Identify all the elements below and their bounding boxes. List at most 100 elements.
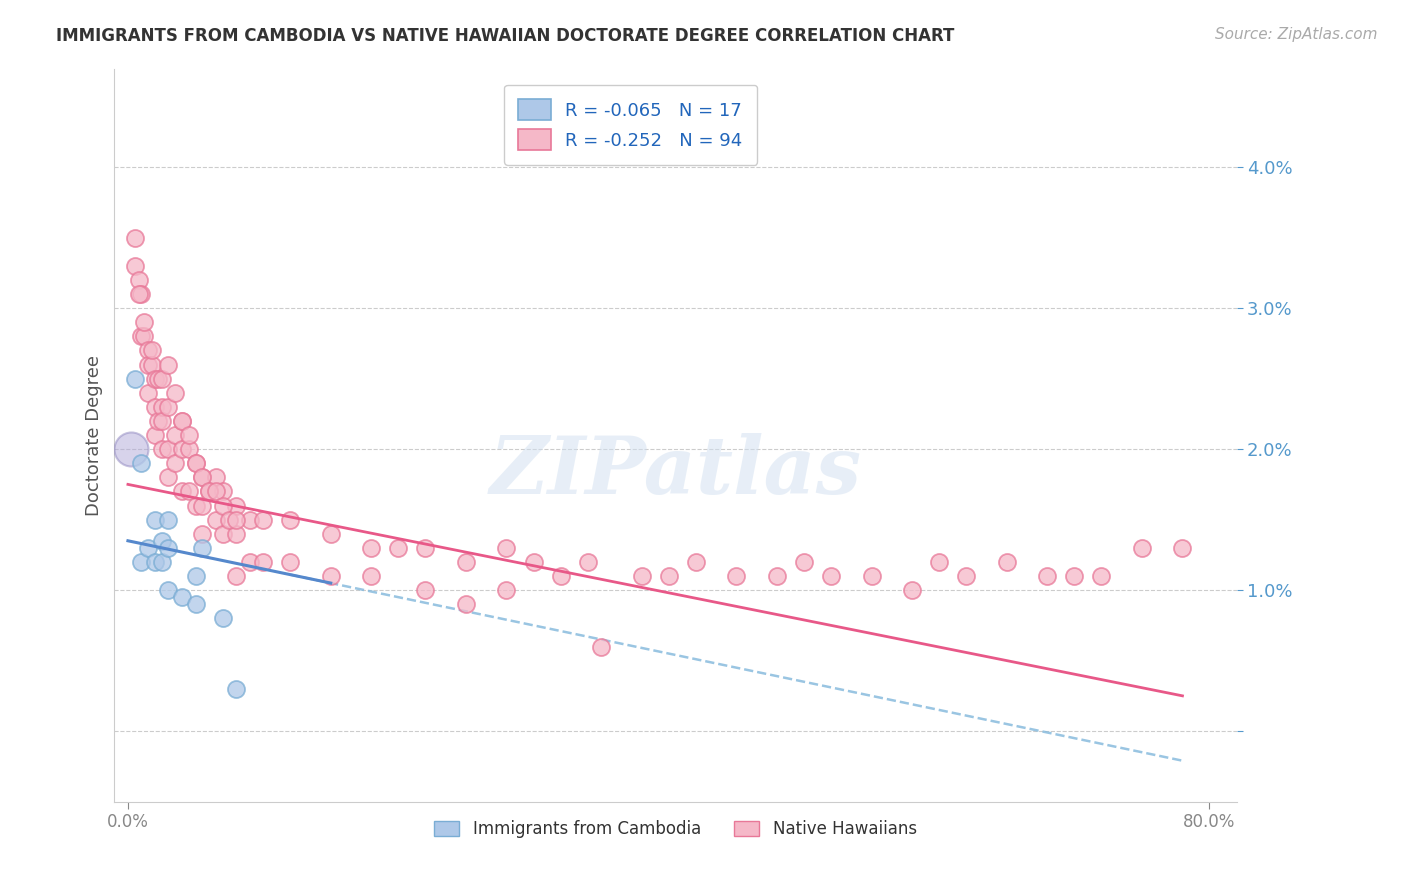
Point (191, 526, 214, 541)
Point (143, 372, 166, 386)
Point (658, 569, 681, 583)
Point (820, 569, 842, 583)
Y-axis label: Doctorate Degree: Doctorate Degree (86, 354, 103, 516)
Point (225, 499, 247, 513)
Point (204, 484, 226, 499)
Point (522, 555, 544, 569)
Point (725, 569, 748, 583)
Point (146, 414, 169, 428)
Point (211, 526, 233, 541)
Point (495, 583, 517, 598)
Point (630, 569, 652, 583)
Point (157, 358, 180, 372)
Point (198, 484, 221, 499)
Point (131, 555, 153, 569)
Point (157, 400, 180, 414)
Point (360, 569, 382, 583)
Point (165, 385, 187, 400)
Point (1063, 569, 1085, 583)
Point (157, 442, 180, 457)
Point (766, 569, 789, 583)
Point (415, 583, 437, 598)
Point (860, 569, 883, 583)
Point (576, 555, 599, 569)
Point (184, 456, 207, 470)
Point (225, 526, 247, 541)
Point (239, 513, 262, 527)
Point (184, 597, 207, 611)
Point (454, 597, 477, 611)
Point (157, 583, 180, 598)
Point (793, 555, 815, 569)
Point (170, 442, 193, 457)
Point (225, 513, 247, 527)
Point (454, 555, 477, 569)
Legend: Immigrants from Cambodia, Native Hawaiians: Immigrants from Cambodia, Native Hawaiia… (427, 814, 924, 845)
Point (550, 569, 572, 583)
Point (204, 513, 226, 527)
Point (191, 499, 214, 513)
Point (150, 533, 173, 548)
Point (218, 513, 240, 527)
Point (901, 583, 924, 598)
Point (211, 499, 233, 513)
Point (157, 513, 180, 527)
Point (143, 400, 166, 414)
Point (141, 358, 163, 372)
Point (157, 541, 180, 555)
Point (211, 611, 233, 625)
Point (136, 541, 159, 555)
Point (170, 484, 193, 499)
Text: Source: ZipAtlas.com: Source: ZipAtlas.com (1215, 27, 1378, 42)
Point (995, 555, 1018, 569)
Point (131, 329, 153, 343)
Point (1171, 541, 1194, 555)
Point (150, 414, 173, 428)
Point (319, 569, 342, 583)
Point (134, 315, 156, 329)
Point (124, 259, 146, 273)
Text: IMMIGRANTS FROM CAMBODIA VS NATIVE HAWAIIAN DOCTORATE DEGREE CORRELATION CHART: IMMIGRANTS FROM CAMBODIA VS NATIVE HAWAI… (56, 27, 955, 45)
Point (415, 541, 437, 555)
Point (278, 555, 301, 569)
Point (134, 329, 156, 343)
Point (177, 442, 200, 457)
Point (150, 442, 173, 457)
Point (131, 456, 153, 470)
Point (120, 442, 142, 457)
Point (143, 555, 166, 569)
Point (184, 456, 207, 470)
Point (150, 555, 173, 569)
Point (136, 385, 159, 400)
Point (252, 513, 274, 527)
Point (204, 470, 226, 484)
Point (143, 428, 166, 442)
Point (955, 569, 977, 583)
Point (191, 470, 214, 484)
Point (165, 428, 187, 442)
Point (170, 590, 193, 604)
Point (128, 287, 150, 301)
Point (198, 484, 221, 499)
Point (1036, 569, 1059, 583)
Point (319, 526, 342, 541)
Point (495, 541, 517, 555)
Text: ZIPatlas: ZIPatlas (489, 433, 862, 510)
Point (136, 343, 159, 358)
Point (124, 372, 146, 386)
Point (170, 414, 193, 428)
Point (191, 541, 214, 555)
Point (928, 555, 950, 569)
Point (150, 372, 173, 386)
Point (184, 569, 207, 583)
Point (591, 640, 613, 654)
Point (170, 414, 193, 428)
Point (131, 287, 153, 301)
Point (1130, 541, 1153, 555)
Point (191, 470, 214, 484)
Point (685, 555, 707, 569)
Point (124, 230, 146, 244)
Point (146, 372, 169, 386)
Point (252, 555, 274, 569)
Point (128, 273, 150, 287)
